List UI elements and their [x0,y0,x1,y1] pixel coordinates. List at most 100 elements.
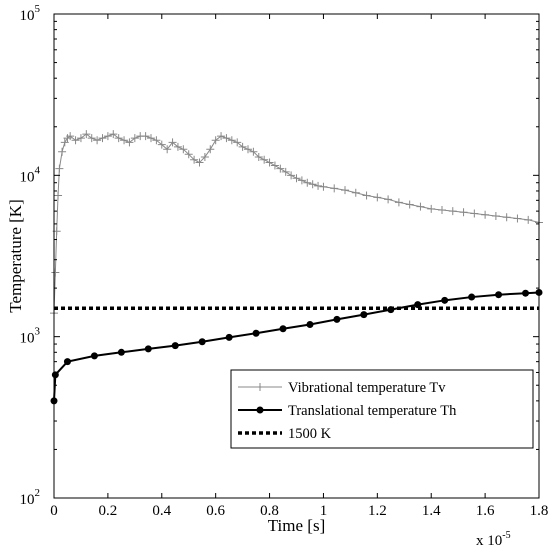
series-0-point [470,209,479,218]
series-0-point [384,195,393,204]
series-0-point [254,152,263,161]
series-0-point [330,184,339,193]
x-tick-label: 1.4 [422,503,441,519]
series-0-point [71,136,80,145]
series-1-point [117,348,125,356]
series-0-point [438,205,446,214]
series-0-point [125,138,134,147]
series-0-point [319,182,328,191]
series-0-point [222,134,231,143]
series-0-point [190,155,199,164]
series-0-point [163,145,172,154]
series-0-point [179,145,188,154]
series-0-point [287,171,296,180]
series-1-point [225,333,233,341]
series-0-point [98,134,107,143]
series-0-point [351,188,360,197]
y-tick-label: 103 [20,326,41,347]
x-axis-title: Time [s] [268,516,325,535]
series-1-point [63,358,71,366]
x-tick-label: 1.2 [368,503,387,519]
legend-marker-vibrational [256,383,264,391]
series-0-point [292,174,301,183]
series-1-point [144,345,152,353]
series-0-point [51,268,60,277]
series-0-point [341,186,349,195]
x-tick-label: 0 [50,503,58,519]
series-0-point [206,145,215,154]
series-1-point [306,320,314,328]
series-0-point [416,202,425,211]
series-0-point [114,134,123,143]
y-tick-label: 104 [20,164,41,185]
y-tick-label: 105 [20,3,41,24]
series-0-point [87,134,96,143]
series-0-point [481,210,490,219]
x-multiplier-exp: -5 [502,530,510,541]
x-tick-label: 0.4 [152,503,171,519]
series-0-point [502,213,511,222]
series-1-point [171,342,179,350]
legend-label-threshold: 1500 K [288,426,332,442]
x-multiplier-base: x 10 [476,533,502,549]
series-0-point [270,161,279,170]
series-0-point [308,180,317,189]
series-0-point [217,132,226,141]
series-0-point [173,142,182,151]
series-line-0 [53,133,540,314]
series-1-point [333,315,341,323]
series-1-point [522,289,530,297]
series-0-point [405,200,414,209]
series-0-point [195,158,204,167]
series-0-point [448,207,457,216]
y-tick-label: 102 [20,487,41,508]
series-0-point [157,140,166,149]
series-0-point [394,198,403,207]
x-tick-label: 0.2 [99,503,118,519]
series-0-point [58,147,67,156]
series-1-point [90,352,98,360]
series-0-point [60,138,69,147]
ticks-layer: 0 0.2 0.4 0.6 0.8 1 1.2 1.4 1.6 1.8 102 103 104 105 [20,3,549,519]
series-1-point [198,338,206,346]
series-0-point [168,138,177,147]
y-axis-title: Temperature [K] [6,199,25,313]
series-0-point [303,178,312,187]
series-0-point [491,211,500,220]
series-0-point [152,136,161,145]
series-0-point [373,193,382,202]
series-0-point [184,150,193,159]
series-0-point [260,155,269,164]
series-0-point [233,138,242,147]
x-tick-label: 1 [320,503,328,519]
series-layer [50,130,543,405]
x-multiplier: x 10-5 [476,530,511,549]
x-tick-label: 1.8 [530,503,549,519]
legend-label-translational: Translational temperature Th [288,403,457,419]
plot-frame [53,13,540,499]
x-tick-label: 0.8 [260,503,279,519]
series-0-point [55,164,64,173]
series-0-point [427,204,436,213]
series-1-point [468,293,476,301]
series-1-point [495,291,503,299]
series-0-point [265,158,274,167]
series-1-point [441,296,449,304]
series-1-point [360,311,368,319]
series-0-point [238,142,247,151]
series-0-point [227,136,236,145]
series-1-point [279,325,287,333]
series-0-point [76,134,85,143]
series-0-point [109,130,118,139]
series-0-point [82,130,91,139]
legend-label-vibrational: Vibrational temperature Tv [288,380,446,396]
series-0-point [513,214,522,223]
series-0-point [297,176,306,185]
series-0-point [141,132,150,141]
legend-marker-translational [256,406,264,414]
series-0-point [130,134,139,143]
series-0-point [244,145,252,154]
series-1-point [252,329,260,337]
series-0-point [249,147,258,156]
